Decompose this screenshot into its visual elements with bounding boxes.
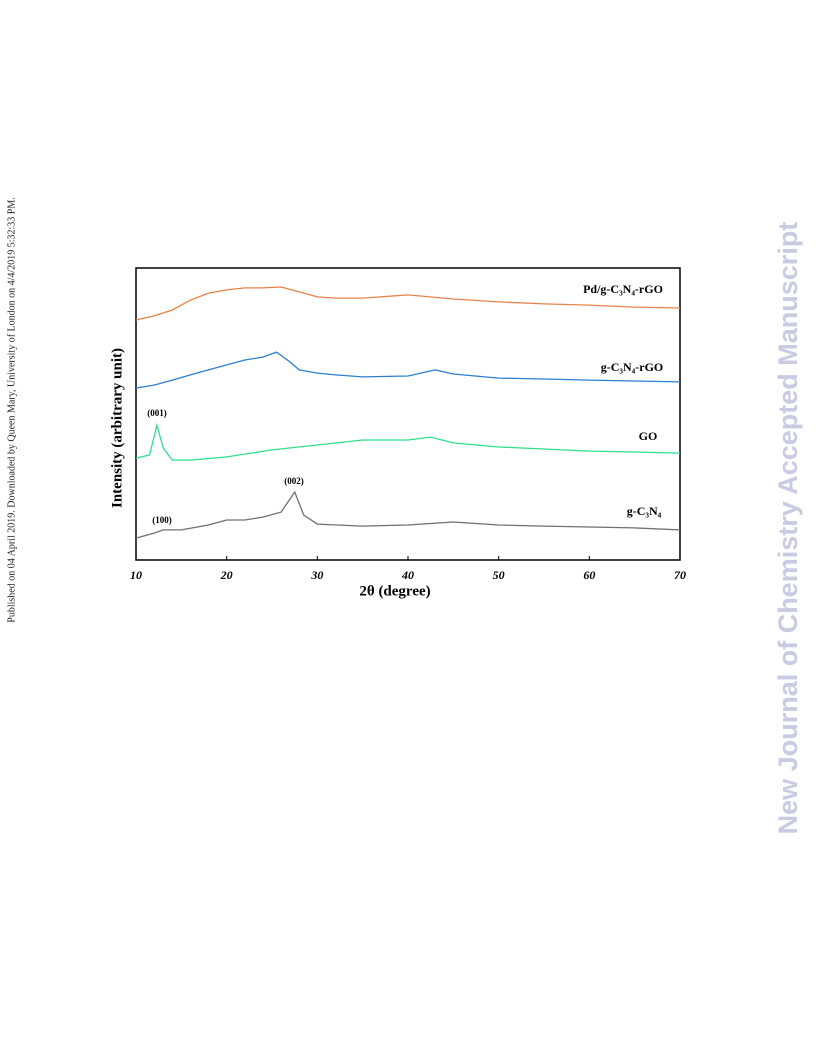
peak-annotation: (100) [152, 515, 172, 525]
x-tick-label: 30 [310, 568, 323, 582]
xrd-curve [135, 286, 681, 321]
x-tick-label: 20 [220, 568, 233, 582]
series-label: Pd/g-C₃N₄-rGO [583, 282, 663, 296]
series-label: g-C₃N₄-rGO [601, 360, 664, 374]
peak-annotation: (002) [284, 476, 304, 486]
xrd-curve [135, 490, 681, 539]
plot-frame [135, 267, 681, 561]
series-label: GO [639, 429, 658, 443]
xrd-curve [135, 351, 681, 389]
peak-annotation: (001) [147, 408, 167, 418]
series-label: g-C₃N₄ [627, 504, 662, 518]
x-tick-label: 50 [493, 568, 505, 582]
xrd-curve [135, 422, 681, 461]
x-tick-label: 40 [401, 568, 414, 582]
watermark: New Journal of Chemistry Accepted Manusc… [773, 222, 803, 835]
y-axis-label: Intensity (arbitrary unit) [109, 348, 125, 508]
x-tick-label: 10 [130, 568, 142, 582]
x-tick-label: 60 [583, 568, 595, 582]
x-axis-label: 2θ (degree) [359, 583, 430, 599]
x-tick-label: 70 [674, 568, 686, 582]
side-note: Published on 04 April 2019. Downloaded b… [6, 197, 17, 622]
